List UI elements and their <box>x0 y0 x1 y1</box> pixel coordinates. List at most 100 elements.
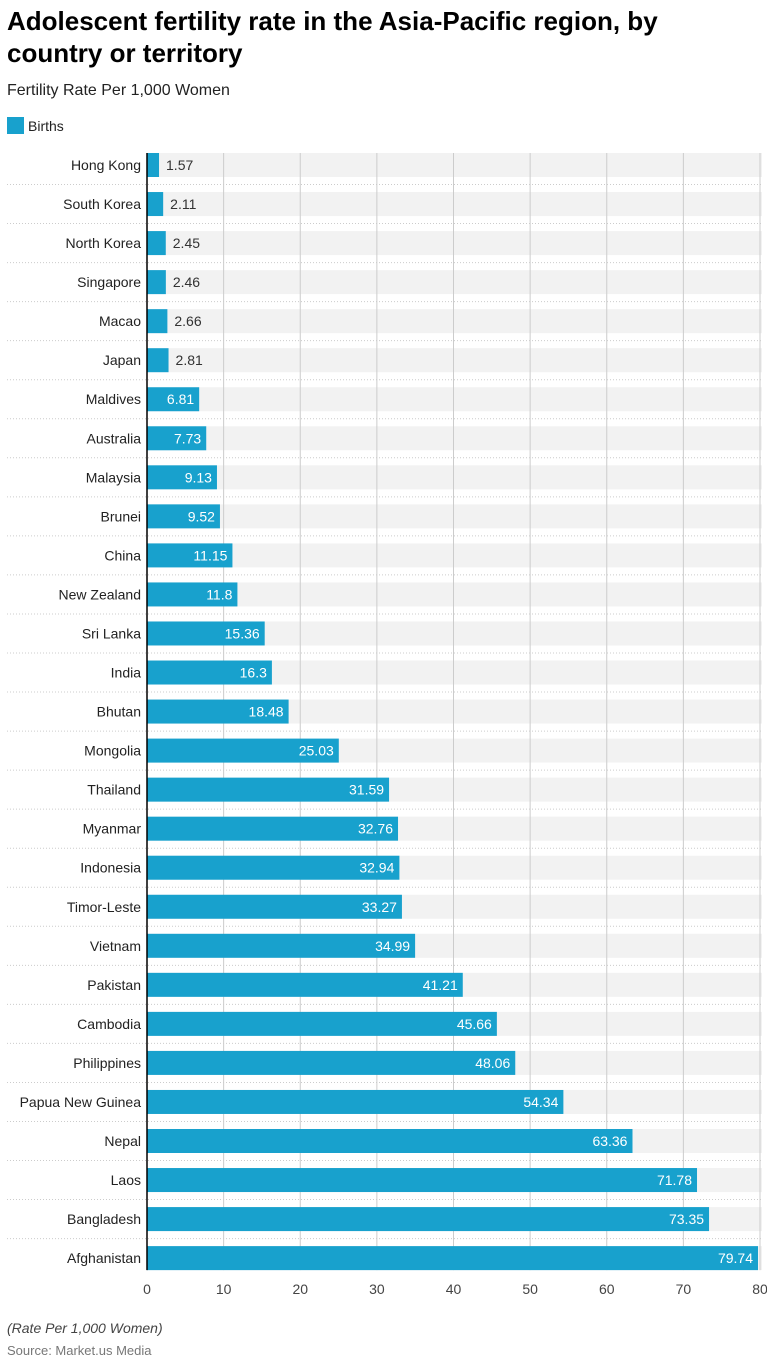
category-label: Pakistan <box>87 977 141 993</box>
category-label: China <box>104 547 141 563</box>
bar-chart: 0 10 20 30 40 50 60 70 80 Hong Kong 1.57 South Kore… <box>7 153 767 1297</box>
bar <box>147 1246 759 1271</box>
value-label: 54.34 <box>523 1094 558 1110</box>
bar <box>147 1089 564 1114</box>
category-label: Nepal <box>104 1133 141 1149</box>
value-label: 2.45 <box>173 235 200 251</box>
bar <box>147 660 272 685</box>
category-label: North Korea <box>66 235 142 251</box>
category-label: Hong Kong <box>71 157 141 173</box>
category-label: Maldives <box>86 391 141 407</box>
value-label: 31.59 <box>349 782 384 798</box>
category-label: Philippines <box>73 1055 141 1071</box>
bar <box>147 972 463 997</box>
legend-label: Births <box>28 117 64 134</box>
row-band <box>147 465 762 490</box>
x-tick-label: 70 <box>676 1281 692 1297</box>
value-label: 32.76 <box>358 821 393 837</box>
chart-subtitle: Fertility Rate Per 1,000 Women <box>7 82 230 99</box>
category-label: Sri Lanka <box>82 625 141 641</box>
row-band <box>147 270 762 295</box>
bar <box>147 192 164 217</box>
bar <box>147 348 169 373</box>
bar <box>147 426 207 451</box>
value-label: 63.36 <box>592 1133 627 1149</box>
x-tick-label: 40 <box>446 1281 462 1297</box>
row-band <box>147 231 762 256</box>
x-tick-label: 0 <box>143 1281 151 1297</box>
bar <box>147 894 402 919</box>
chart-title: Adolescent fertility rate in the Asia-Pa… <box>7 6 658 68</box>
row-band <box>147 348 762 373</box>
category-label: Brunei <box>101 508 141 524</box>
value-label: 25.03 <box>299 743 334 759</box>
value-label: 34.99 <box>375 938 410 954</box>
value-label: 45.66 <box>457 1016 492 1032</box>
x-tick-label: 60 <box>599 1281 615 1297</box>
category-label: Singapore <box>77 274 141 290</box>
value-label: 79.74 <box>718 1250 753 1266</box>
bar <box>147 933 416 958</box>
bar <box>147 231 166 256</box>
x-tick-label: 80 <box>752 1281 767 1297</box>
value-label: 2.11 <box>170 196 196 212</box>
value-label: 2.66 <box>174 313 201 329</box>
category-label: Macao <box>99 313 141 329</box>
bar <box>147 855 400 880</box>
category-label: Indonesia <box>80 860 141 876</box>
x-tick-label: 10 <box>216 1281 232 1297</box>
category-label: South Korea <box>63 196 141 212</box>
value-label: 9.52 <box>188 508 215 524</box>
row-band <box>147 309 762 334</box>
bar <box>147 621 265 646</box>
bar <box>147 270 166 295</box>
category-label: Afghanistan <box>67 1250 141 1266</box>
category-label: Vietnam <box>90 938 141 954</box>
value-label: 33.27 <box>362 899 397 915</box>
bar <box>147 1129 633 1153</box>
x-tick-label: 20 <box>292 1281 308 1297</box>
value-label: 41.21 <box>423 977 458 993</box>
x-tick-label: 50 <box>522 1281 538 1297</box>
category-label: Laos <box>111 1172 141 1188</box>
bar <box>147 582 238 607</box>
bar <box>147 1207 710 1232</box>
category-label: Malaysia <box>86 469 141 485</box>
value-label: 16.3 <box>240 665 267 681</box>
category-label: Myanmar <box>83 821 142 837</box>
bar <box>147 738 339 763</box>
x-tick-label: 30 <box>369 1281 385 1297</box>
bar <box>147 543 233 568</box>
category-label: Bhutan <box>97 704 141 720</box>
bar <box>147 1011 497 1036</box>
row-band <box>147 192 762 217</box>
bar <box>147 504 220 529</box>
chart-source: Source: Market.us Media <box>7 1343 152 1358</box>
category-label: Bangladesh <box>67 1211 141 1227</box>
category-label: Mongolia <box>84 743 141 759</box>
value-label: 71.78 <box>657 1172 692 1188</box>
category-label: Australia <box>87 430 142 446</box>
bar <box>147 465 217 490</box>
bar <box>147 816 399 841</box>
bar <box>147 309 168 334</box>
bar <box>147 153 160 177</box>
bar <box>147 1168 698 1193</box>
bar <box>147 777 390 802</box>
value-label: 18.48 <box>249 704 284 720</box>
bar <box>147 699 289 724</box>
category-label: Cambodia <box>77 1016 141 1032</box>
category-label: New Zealand <box>59 586 142 602</box>
value-label: 11.15 <box>193 547 227 563</box>
value-label: 1.57 <box>166 157 193 173</box>
value-label: 32.94 <box>359 860 394 876</box>
category-label: Papua New Guinea <box>20 1094 142 1110</box>
legend: Births <box>7 117 64 134</box>
bar <box>147 387 200 412</box>
category-label: Timor-Leste <box>67 899 141 915</box>
row-band <box>147 543 762 568</box>
category-label: India <box>111 665 142 681</box>
chart-note: (Rate Per 1,000 Women) <box>7 1320 163 1336</box>
row-band <box>147 582 762 607</box>
value-label: 6.81 <box>167 391 194 407</box>
